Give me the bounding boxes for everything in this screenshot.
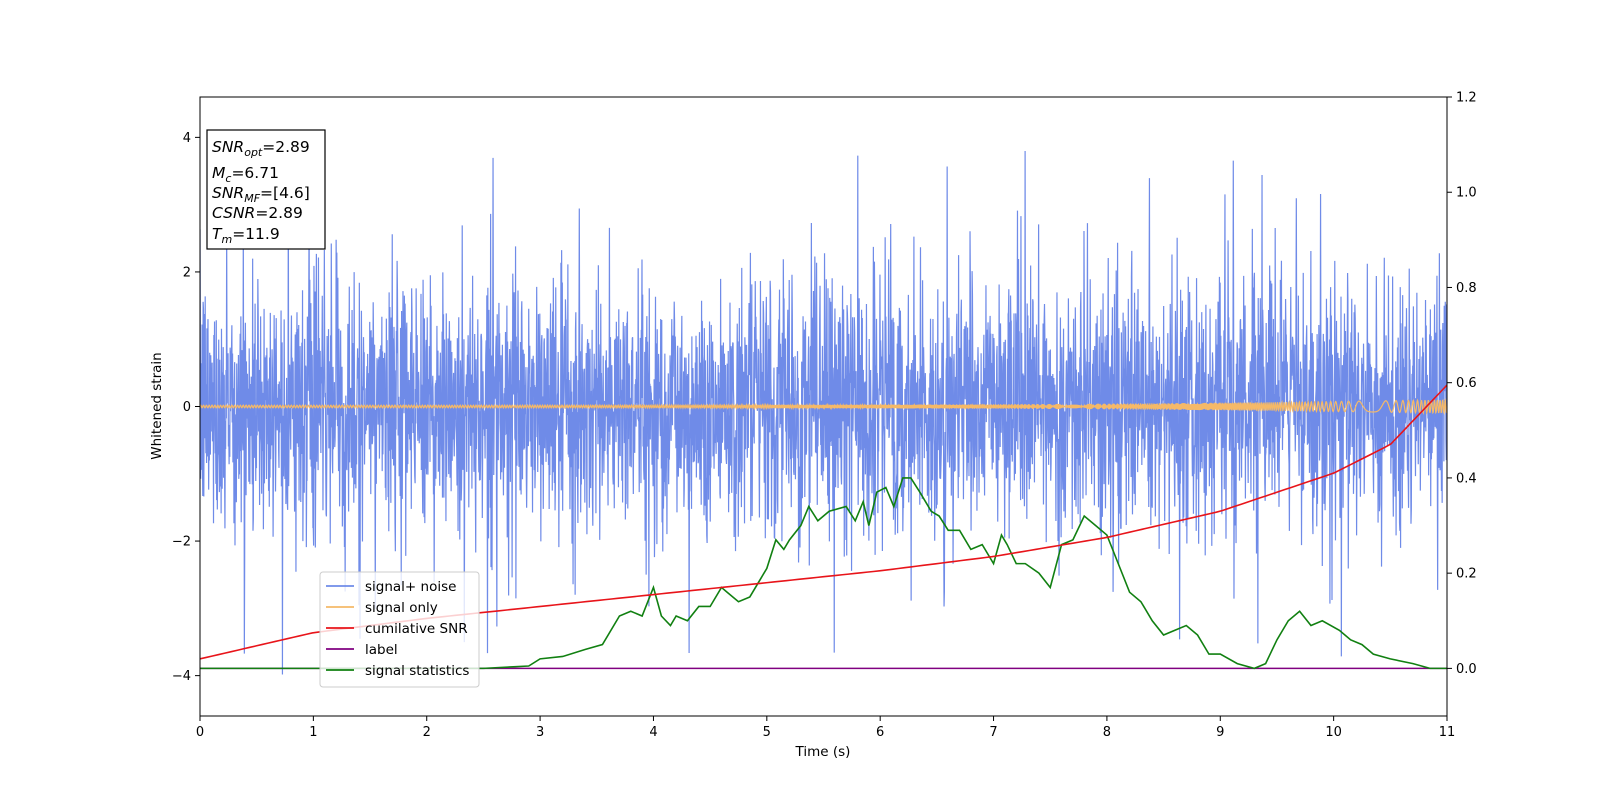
series-signal-only — [200, 398, 1447, 416]
x-tick-label: 0 — [196, 725, 204, 740]
y-left-tick-label: −4 — [172, 669, 191, 684]
y-right-tick-label: 0.0 — [1456, 662, 1477, 677]
legend-frame — [319, 571, 480, 688]
stats-tm-label: T — [212, 225, 223, 243]
y-axis-label: Whitened strain — [149, 352, 165, 459]
stats-snr-mf-sub: MF — [244, 192, 260, 205]
y-left-tick-label: 4 — [183, 131, 191, 146]
stats-tm-value: =11.9 — [232, 225, 280, 243]
x-axis-label: Time (s) — [795, 744, 851, 760]
x-tick-label: 7 — [989, 725, 997, 740]
x-tick-label: 4 — [649, 725, 657, 740]
stats-snr-opt-label: SNR — [212, 138, 244, 156]
x-tick-label: 10 — [1325, 725, 1342, 740]
legend-entry-label: signal+ noise — [365, 579, 456, 595]
stats-box-frame — [206, 129, 326, 250]
stats-snr-opt-value: =2.89 — [262, 138, 310, 156]
stats-tm: Tm=11.9 — [212, 225, 280, 246]
y-left-tick-label: 0 — [183, 400, 191, 415]
x-tick-label: 1 — [309, 725, 317, 740]
stats-box: SNRopt=2.89 Mc=6.71 SNRMF=[4.6] CSNR=2.8… — [206, 129, 326, 250]
stats-snr-opt: SNRopt=2.89 — [212, 138, 310, 159]
x-tick-label: 9 — [1216, 725, 1224, 740]
y-right-tick-label: 0.2 — [1456, 567, 1477, 582]
stats-mc-value: =6.71 — [231, 164, 279, 182]
stats-mc-sub: c — [225, 172, 231, 185]
legend-entry-label: signal only — [365, 600, 438, 616]
legend: signal+ noise signal only cumilative SNR la… — [319, 571, 480, 688]
stats-snr-mf-label: SNR — [212, 184, 244, 202]
x-tick-label: 6 — [876, 725, 884, 740]
x-tick-label: 8 — [1103, 725, 1111, 740]
y-right-tick-label: 1.2 — [1456, 91, 1477, 106]
series-signal-noise — [200, 150, 1447, 675]
y-right-tick-label: 0.6 — [1456, 376, 1477, 391]
legend-entry-label: label — [365, 642, 398, 658]
y-left-tick-label: −2 — [172, 535, 191, 550]
stats-csnr-value: =2.89 — [255, 204, 303, 222]
legend-entry-label: signal statistics — [365, 663, 469, 679]
stats-mc-label: M — [212, 164, 225, 182]
stats-csnr-label: CSNR — [212, 204, 255, 222]
stats-snr-opt-sub: opt — [244, 146, 263, 159]
x-tick-label: 5 — [763, 725, 771, 740]
stats-snr-mf-value: =[4.6] — [260, 184, 310, 202]
y-right-tick-label: 0.4 — [1456, 471, 1477, 486]
y-left-tick-label: 2 — [183, 265, 191, 280]
x-tick-label: 2 — [423, 725, 431, 740]
stats-tm-sub: m — [221, 233, 232, 246]
axes: 0 1 2 3 4 5 6 7 8 9 10 11 −4 −2 0 2 4 0.0 0.2 0.4 0.6 0.8 1.0 1… — [172, 91, 1477, 741]
y-right-tick-label: 0.8 — [1456, 281, 1477, 296]
stats-mc: Mc=6.71 — [212, 164, 279, 185]
y-right-tick-label: 1.0 — [1456, 186, 1477, 201]
x-tick-label: 3 — [536, 725, 544, 740]
stats-csnr: CSNR=2.89 — [212, 204, 303, 222]
legend-entry-label: cumilative SNR — [365, 621, 468, 637]
stats-snr-mf: SNRMF=[4.6] — [212, 184, 310, 205]
x-tick-label: 11 — [1439, 725, 1456, 740]
series-signal-statistics — [200, 477, 1447, 670]
